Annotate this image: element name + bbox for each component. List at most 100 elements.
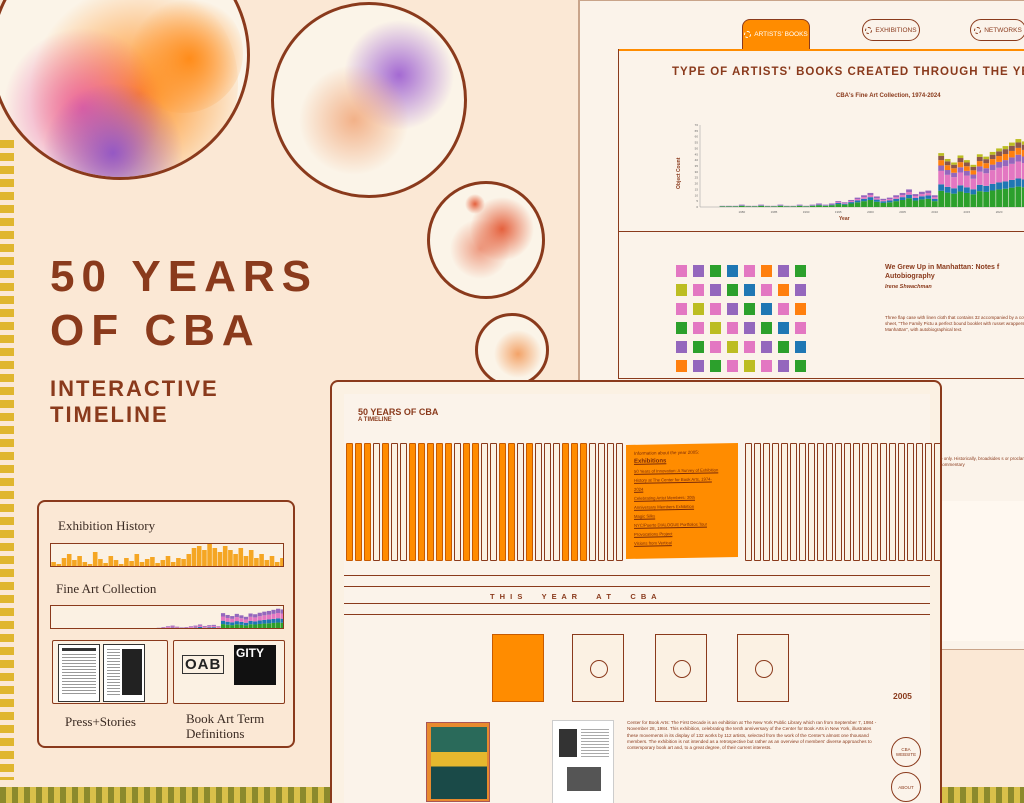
year-bar[interactable] <box>553 443 560 561</box>
year-bar[interactable] <box>781 443 788 561</box>
popup-exhibition-link[interactable]: Visions from Vertical <box>634 540 672 546</box>
year-bar[interactable] <box>916 443 923 561</box>
year-bar[interactable] <box>481 443 488 561</box>
chart-bar-segment <box>848 201 855 203</box>
year-bar[interactable] <box>844 443 851 561</box>
nav-fine-art-collection-label[interactable]: Fine Art Collection <box>56 581 157 596</box>
year-bar[interactable] <box>508 443 515 561</box>
x-tick-label: 1985 <box>771 210 778 214</box>
year-bar[interactable] <box>544 443 551 561</box>
book-cover-image[interactable] <box>426 722 490 802</box>
year-bar[interactable] <box>889 443 896 561</box>
collection-bar-segment <box>248 620 253 625</box>
press-stories-thumbnail[interactable] <box>52 640 168 704</box>
year-bar[interactable] <box>598 443 605 561</box>
year-bar[interactable] <box>472 443 479 561</box>
year-bar[interactable] <box>409 443 416 561</box>
popup-exhibition-link[interactable]: Anniversary Members Exhibition <box>634 503 695 510</box>
year-bar[interactable] <box>499 443 506 561</box>
year-bar[interactable] <box>418 443 425 561</box>
popup-exhibition-link[interactable]: Celebrating Artist Members: 30th <box>634 494 695 501</box>
year-bar[interactable] <box>763 443 770 561</box>
exhibition-history-mini-chart[interactable] <box>50 543 284 567</box>
year-bar[interactable] <box>391 443 398 561</box>
year-bar[interactable] <box>772 443 779 561</box>
year-bar[interactable] <box>925 443 932 561</box>
year-bar[interactable] <box>817 443 824 561</box>
year-bar[interactable] <box>526 443 533 561</box>
year-bar[interactable] <box>862 443 869 561</box>
popup-exhibition-link[interactable]: History at The Center for Book Arts, 197… <box>634 476 712 483</box>
network-bubble-medium[interactable] <box>271 2 467 198</box>
year-bar[interactable] <box>934 443 940 561</box>
year-bar[interactable] <box>907 443 914 561</box>
year-bar[interactable] <box>373 443 380 561</box>
nav-exhibition-history-label[interactable]: Exhibition History <box>58 518 156 533</box>
about-button[interactable]: ABOUT <box>891 772 921 802</box>
year-card[interactable] <box>655 634 707 702</box>
network-bubble-tiny[interactable] <box>475 313 549 387</box>
network-graph-red <box>450 194 534 279</box>
year-bar[interactable] <box>454 443 461 561</box>
year-bar[interactable] <box>346 443 353 561</box>
year-bar[interactable] <box>490 443 497 561</box>
popup-exhibition-link[interactable]: 50 Years of Innovation: A Survey of Exhi… <box>634 467 719 474</box>
artists-books-color-grid[interactable] <box>676 265 816 385</box>
year-bar[interactable] <box>445 443 452 561</box>
year-bar[interactable] <box>808 443 815 561</box>
chart-bar-segment <box>951 193 957 207</box>
year-card[interactable] <box>572 634 624 702</box>
year-bar[interactable] <box>427 443 434 561</box>
year-card-selected[interactable] <box>492 634 544 702</box>
year-bar[interactable] <box>853 443 860 561</box>
tab-networks[interactable]: NETWORKS <box>970 19 1024 41</box>
popup-exhibition-link[interactable]: Magic Silks <box>634 513 656 519</box>
year-bar[interactable] <box>616 443 623 561</box>
year-bar[interactable] <box>826 443 833 561</box>
year-bar[interactable] <box>799 443 806 561</box>
year-bar[interactable] <box>871 443 878 561</box>
nav-book-art-terms-label[interactable]: Book Art Term Definitions <box>186 711 264 741</box>
year-bar[interactable] <box>535 443 542 561</box>
nav-press-stories-label[interactable]: Press+Stories <box>65 714 136 729</box>
year-bar[interactable] <box>436 443 443 561</box>
tab-exhibitions[interactable]: EXHIBITIONS <box>862 19 920 41</box>
year-bar[interactable] <box>364 443 371 561</box>
year-bar[interactable] <box>898 443 905 561</box>
year-bar[interactable] <box>607 443 614 561</box>
chart-bar-segment <box>1009 163 1015 180</box>
popup-exhibition-link[interactable]: NYC/Puerto DIALOGUE Portfolios Tour <box>634 521 707 528</box>
year-bar[interactable] <box>562 443 569 561</box>
exhibition-bar <box>118 564 124 566</box>
collection-bar-segment <box>262 615 267 620</box>
book-art-terms-thumbnail[interactable]: OAB GITY <box>173 640 285 704</box>
chart-bar-segment <box>777 205 784 207</box>
year-bar[interactable] <box>880 443 887 561</box>
year-bar[interactable] <box>580 443 587 561</box>
year-bar[interactable] <box>571 443 578 561</box>
year-bar[interactable] <box>400 443 407 561</box>
network-bubble-large[interactable] <box>0 0 250 180</box>
popup-exhibition-link[interactable]: 2024 <box>634 486 644 492</box>
popup-exhibition-link[interactable]: Provocations Project <box>634 531 673 537</box>
year-bar[interactable] <box>754 443 761 561</box>
exhibition-photo[interactable] <box>552 720 614 803</box>
year-bar[interactable] <box>745 443 752 561</box>
year-bar[interactable] <box>355 443 362 561</box>
year-card[interactable] <box>737 634 789 702</box>
cba-website-button[interactable]: CBA WEBSITE <box>891 737 921 767</box>
year-bar[interactable] <box>463 443 470 561</box>
network-bubble-small[interactable] <box>427 181 545 299</box>
year-bar[interactable] <box>517 443 524 561</box>
year-bar[interactable] <box>382 443 389 561</box>
chart-bar-segment <box>963 162 970 167</box>
year-bar[interactable] <box>589 443 596 561</box>
y-tick-label: 0 <box>696 205 698 209</box>
chart-bar-segment <box>976 166 983 172</box>
fine-art-collection-mini-chart[interactable] <box>50 605 284 629</box>
year-bar[interactable] <box>790 443 797 561</box>
year-bar[interactable] <box>835 443 842 561</box>
collection-bar-segment <box>202 627 207 628</box>
tab-artists-books[interactable]: ARTISTS' BOOKS <box>742 19 810 49</box>
